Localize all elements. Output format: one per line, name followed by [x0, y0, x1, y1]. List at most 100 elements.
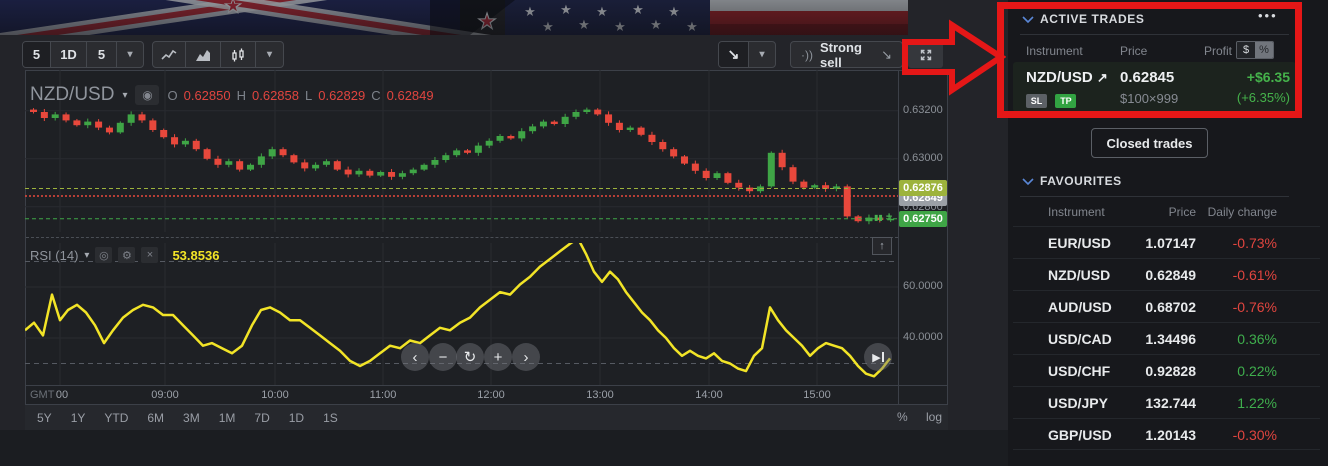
profit-unit-toggle: $ %: [1236, 41, 1274, 59]
rsi-svg[interactable]: [25, 243, 898, 385]
active-trade-row[interactable]: NZD/USD ↗ SL TP 0.62845 $100×999 +$6.35 …: [1013, 62, 1296, 112]
toggle-percent[interactable]: %: [1255, 42, 1273, 58]
range-button-1s[interactable]: 1S: [323, 410, 338, 425]
favourite-instrument: AUD/USD: [1048, 299, 1112, 315]
col-price: Price: [1120, 44, 1148, 58]
take-profit-price-tag: 0.62876: [899, 180, 947, 196]
ohlc-key: L: [305, 87, 313, 103]
favourite-row-gbp-usd[interactable]: GBP/USD 1.20143 -0.30%: [1013, 418, 1320, 450]
time-tick: 00: [55, 389, 69, 401]
toggle-dollar[interactable]: $: [1237, 42, 1255, 58]
trade-profit: +$6.35: [1246, 69, 1290, 85]
rsi-tick: 40.0000: [903, 331, 943, 343]
favourites-list: EUR/USD 1.07147 -0.73% NZD/USD 0.62849 -0.61%…: [1013, 226, 1320, 450]
close-icon[interactable]: ×: [141, 247, 159, 263]
tp-badge[interactable]: TP: [1055, 94, 1077, 108]
favourite-price: 0.92828: [1145, 363, 1196, 379]
price-scale-separator: [898, 70, 899, 405]
trend-dropdown-icon[interactable]: ▾: [759, 49, 765, 60]
ohlc-key: O: [167, 87, 178, 103]
rsi-dropdown-icon[interactable]: ▾: [84, 249, 90, 261]
area-chart-icon[interactable]: [186, 42, 221, 67]
favourite-price: 1.07147: [1145, 235, 1196, 251]
favourite-instrument: EUR/USD: [1048, 235, 1112, 251]
time-tick: 09:00: [151, 389, 179, 401]
time-tick: 13:00: [586, 389, 614, 401]
more-options-icon[interactable]: •••: [1258, 8, 1278, 23]
divider: [1020, 34, 1289, 35]
signal-sell-arrow-icon: ↘: [881, 46, 892, 62]
chart-type-dropdown-icon[interactable]: ▾: [266, 49, 273, 60]
rsi-label[interactable]: RSI (14): [30, 247, 79, 263]
trend-arrow-icon[interactable]: ↘: [719, 42, 749, 67]
candlestick-chart-icon[interactable]: [221, 42, 256, 67]
trade-price: 0.62845: [1120, 69, 1175, 86]
record-icon[interactable]: ◉: [135, 85, 160, 105]
col-instrument: Instrument: [1026, 44, 1083, 58]
time-axis[interactable]: GMT 00 09:00 10:00 11:00 12:00 13:00 14:00 15:0…: [25, 387, 898, 405]
play-pause-button[interactable]: ▶: [864, 343, 892, 371]
range-button-1d[interactable]: 1D: [288, 410, 305, 425]
trade-direction-icon: ↗: [1096, 70, 1108, 85]
pane-resize-handle[interactable]: [26, 237, 898, 238]
stop-loss-price-tag: 0.62750: [899, 211, 947, 227]
price-tick: 0.63000: [903, 152, 943, 164]
eye-icon[interactable]: ◎: [95, 247, 113, 263]
interval-button-5[interactable]: 5: [23, 42, 51, 67]
scroll-left-button[interactable]: ‹: [401, 343, 429, 371]
symbol-name[interactable]: NZD/USD: [30, 84, 115, 105]
rsi-legend: RSI (14) ▾ ◎ ⚙ × 53.8536: [30, 247, 219, 263]
time-tick: 10:00: [261, 389, 289, 401]
gear-icon[interactable]: ⚙: [118, 247, 136, 263]
reset-chart-button[interactable]: ↻: [456, 343, 484, 371]
line-chart-icon[interactable]: [153, 42, 186, 67]
symbol-dropdown-icon[interactable]: ▾: [122, 89, 128, 101]
sl-line-controls[interactable]: ▮▮ +: [874, 211, 892, 223]
range-button-1m[interactable]: 1M: [218, 410, 236, 425]
move-pane-up-button[interactable]: ↑: [872, 237, 892, 255]
chart-type-button-group: ▾: [152, 41, 284, 68]
interval-button-1d[interactable]: 1D: [51, 42, 87, 67]
chevron-down-icon[interactable]: [1022, 178, 1034, 186]
favourite-row-usd-cad[interactable]: USD/CAD 1.34496 0.36%: [1013, 322, 1320, 354]
trade-size: $100×999: [1120, 91, 1179, 106]
range-button-1y[interactable]: 1Y: [70, 410, 86, 425]
chevron-down-icon[interactable]: [1022, 16, 1034, 24]
favourite-row-nzd-usd[interactable]: NZD/USD 0.62849 -0.61%: [1013, 258, 1320, 290]
favourite-price: 1.20143: [1145, 427, 1196, 443]
favourite-price: 0.62849: [1145, 267, 1196, 283]
active-trades-title: ACTIVE TRADES: [1040, 12, 1145, 26]
range-button-ytd[interactable]: YTD: [104, 410, 129, 425]
favourite-price: 0.68702: [1145, 299, 1196, 315]
range-button-7d[interactable]: 7D: [254, 410, 270, 425]
fav-col-instrument: Instrument: [1048, 205, 1105, 219]
zoom-out-button[interactable]: −: [429, 343, 457, 371]
range-button-3m[interactable]: 3M: [183, 410, 200, 425]
ohlc-key: C: [371, 87, 381, 103]
log-scale-button[interactable]: log: [926, 410, 943, 424]
timezone-label[interactable]: GMT: [30, 389, 55, 401]
range-button-6m[interactable]: 6M: [147, 410, 165, 425]
fullscreen-button[interactable]: [908, 41, 943, 68]
favourite-row-usd-chf[interactable]: USD/CHF 0.92828 0.22%: [1013, 354, 1320, 386]
favourite-row-eur-usd[interactable]: EUR/USD 1.07147 -0.73%: [1013, 226, 1320, 258]
closed-trades-button[interactable]: Closed trades: [1091, 128, 1208, 158]
interval-button-5b[interactable]: 5: [87, 42, 117, 67]
sl-badge[interactable]: SL: [1026, 94, 1047, 108]
percent-scale-button[interactable]: %: [897, 410, 908, 424]
favourite-row-aud-usd[interactable]: AUD/USD 0.68702 -0.76%: [1013, 290, 1320, 322]
time-tick: 15:00: [803, 389, 831, 401]
favourite-row-usd-jpy[interactable]: USD/JPY 132.744 1.22%: [1013, 386, 1320, 418]
scroll-right-button[interactable]: ›: [512, 343, 540, 371]
favourite-daily-change: 1.22%: [1237, 395, 1277, 411]
ohlc-value: 0.62850: [183, 87, 231, 103]
interval-dropdown-icon[interactable]: ▾: [127, 49, 133, 60]
trade-profit-pct: (+6.35%): [1236, 90, 1290, 105]
range-button-5y[interactable]: 5Y: [37, 410, 52, 425]
signal-strong-sell-button[interactable]: ·)) Strong sell ↘: [790, 39, 903, 70]
signal-label: Strong sell: [820, 39, 862, 70]
zoom-in-button[interactable]: +: [484, 343, 512, 371]
play-icon: ▶: [872, 351, 881, 364]
candlestick-svg[interactable]: [25, 70, 898, 232]
